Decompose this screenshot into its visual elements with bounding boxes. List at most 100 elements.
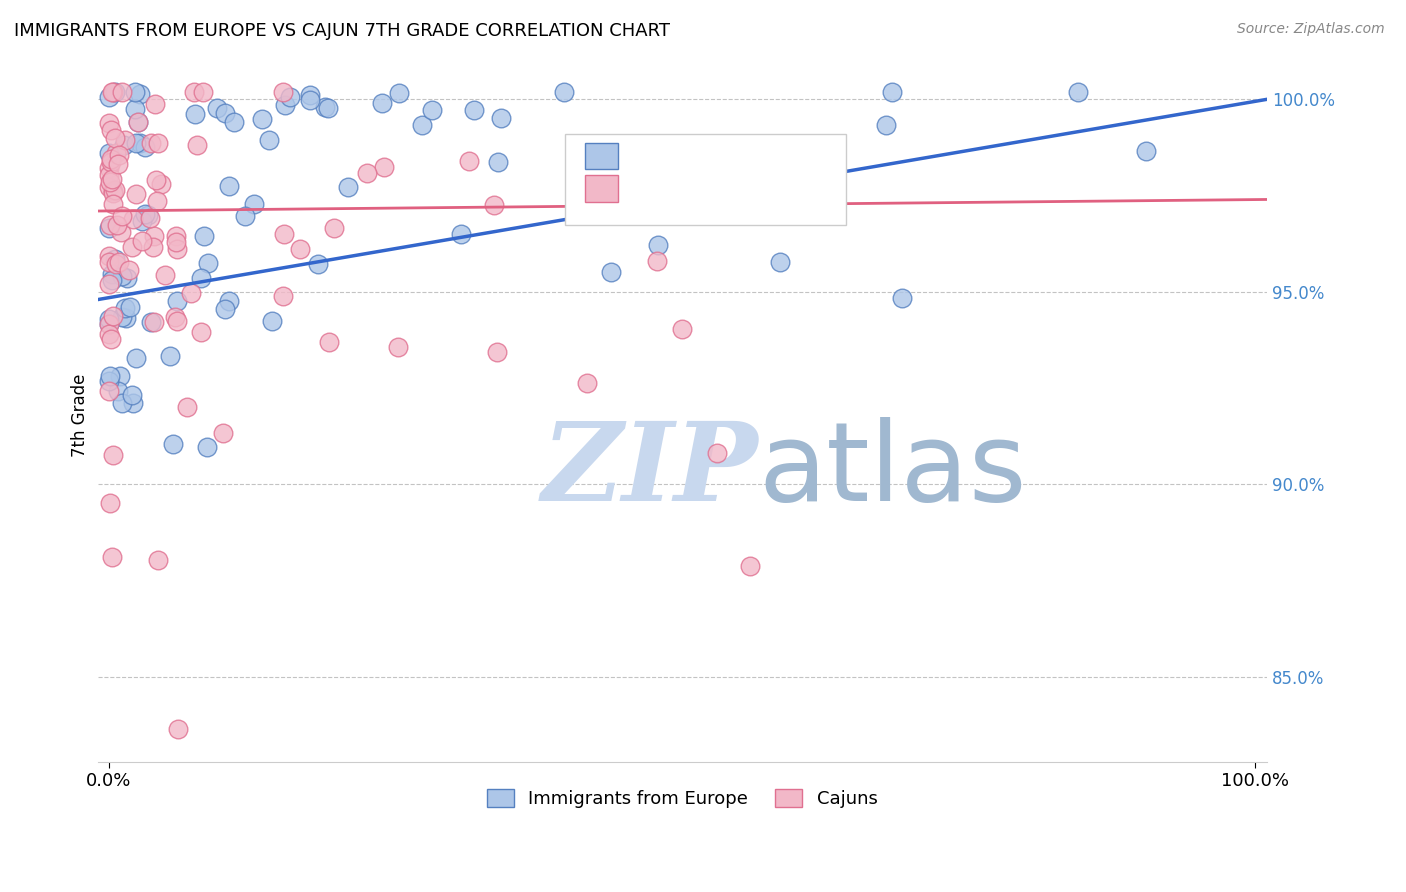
Point (145, 173, 167, 187)
Point (162, 437, 184, 451)
Point (146, 552, 169, 566)
Point (299, 87, 322, 102)
Point (98, 495, 121, 509)
Point (103, 85, 125, 99)
Point (491, 112, 513, 126)
Point (218, 178, 240, 193)
Point (127, 115, 149, 129)
Point (214, 301, 236, 316)
Point (125, 136, 148, 150)
Point (458, 154, 481, 169)
Point (100, 332, 122, 346)
Point (166, 293, 188, 308)
Point (146, 194, 169, 208)
Point (98, 369, 121, 384)
Point (647, 238, 669, 252)
Point (139, 211, 162, 225)
Point (159, 349, 181, 363)
FancyBboxPatch shape (565, 135, 846, 225)
Point (370, 96, 392, 111)
Point (111, 269, 134, 284)
Text: R = 0.004   N = 86: R = 0.004 N = 86 (630, 178, 786, 197)
Point (98, 221, 121, 235)
Point (136, 208, 159, 222)
Point (212, 425, 235, 440)
Point (769, 255, 792, 269)
Point (125, 187, 148, 202)
Point (101, 273, 124, 287)
Legend: Immigrants from Europe, Cajuns: Immigrants from Europe, Cajuns (479, 781, 884, 815)
Point (105, 257, 128, 271)
Point (100, 172, 122, 186)
Point (118, 263, 141, 277)
Point (124, 103, 146, 117)
Point (387, 341, 409, 355)
Point (1067, 85, 1090, 99)
Point (103, 197, 125, 211)
Point (307, 257, 329, 271)
Point (115, 310, 138, 325)
Point (599, 265, 621, 279)
Point (318, 335, 340, 350)
Text: atlas: atlas (758, 417, 1026, 524)
Point (115, 271, 138, 285)
Point (128, 87, 150, 101)
Point (121, 240, 143, 254)
Point (271, 85, 294, 99)
Point (155, 268, 177, 282)
Point (553, 85, 575, 99)
Point (110, 85, 132, 99)
Point (214, 106, 236, 120)
Point (706, 446, 728, 460)
Point (121, 211, 143, 226)
Point (647, 254, 669, 268)
Point (298, 93, 321, 107)
Point (98, 277, 121, 292)
Point (875, 119, 897, 133)
Point (576, 376, 599, 390)
Point (388, 87, 411, 101)
Point (98, 327, 121, 342)
Point (195, 440, 218, 454)
Point (134, 140, 156, 154)
Point (482, 198, 505, 212)
Point (176, 400, 198, 414)
Point (143, 315, 166, 329)
Point (288, 243, 311, 257)
Point (486, 344, 509, 359)
Point (131, 234, 153, 248)
Point (104, 145, 127, 160)
Point (150, 177, 173, 191)
Point (98, 180, 121, 194)
Point (280, 90, 302, 104)
Point (111, 209, 134, 223)
Point (108, 368, 131, 383)
Point (224, 115, 246, 129)
Point (134, 207, 156, 221)
Point (103, 186, 125, 200)
Point (105, 218, 128, 232)
Point (243, 197, 266, 211)
Point (890, 291, 912, 305)
Point (257, 133, 280, 147)
Point (183, 106, 205, 120)
Point (167, 722, 190, 736)
Point (193, 228, 215, 243)
Point (420, 103, 443, 117)
Point (166, 314, 188, 328)
Point (107, 384, 129, 399)
Point (100, 154, 122, 169)
Point (165, 235, 187, 249)
Point (183, 85, 205, 99)
Point (373, 160, 395, 174)
Point (98, 384, 121, 399)
Point (98, 311, 121, 326)
Point (125, 351, 148, 365)
Y-axis label: 7th Grade: 7th Grade (72, 374, 89, 457)
Point (1135, 144, 1157, 158)
Point (107, 255, 129, 269)
Point (120, 300, 142, 314)
Point (314, 100, 336, 114)
Point (197, 256, 219, 270)
Point (143, 229, 166, 244)
